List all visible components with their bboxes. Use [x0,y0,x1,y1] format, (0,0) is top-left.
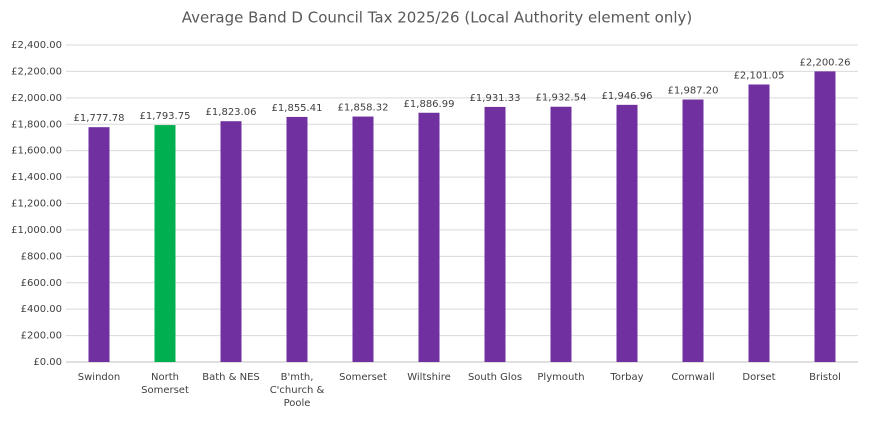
bar [286,116,308,362]
y-tick-label: £1,400.00 [11,172,62,183]
value-label: £1,932.54 [536,93,587,104]
bar [814,71,836,362]
value-label: £2,101.05 [734,70,785,81]
y-tick-label: £600.00 [21,278,62,289]
chart-title: Average Band D Council Tax 2025/26 (Loca… [182,9,692,27]
value-label: £1,777.78 [74,113,125,124]
value-label: £1,793.75 [140,111,191,122]
bar [154,125,176,362]
x-tick-label: Somerset [339,372,387,383]
bar [682,99,704,363]
x-tick-label: B'mth, C'church & Poole [269,372,325,409]
y-tick-label: £1,000.00 [11,225,62,236]
bar [352,116,374,362]
value-label: £1,855.41 [272,103,323,114]
y-tick-label: £200.00 [21,331,62,342]
bar [550,106,572,362]
x-tick-label: Torbay [610,372,644,383]
x-tick-label: North Somerset [141,372,189,396]
value-label: £2,200.26 [800,57,851,68]
y-tick-label: £2,400.00 [11,40,62,51]
bar [220,121,242,362]
y-tick-label: £2,000.00 [11,93,62,104]
value-label: £1,886.99 [404,99,455,110]
y-tick-label: £1,600.00 [11,146,62,157]
value-label: £1,858.32 [338,103,389,114]
value-label: £1,931.33 [470,93,521,104]
x-tick-label: Bristol [809,372,841,383]
value-label: £1,823.06 [206,107,257,118]
bar [616,104,638,362]
x-tick-label: South Glos [467,372,523,383]
x-tick-label: Cornwall [671,372,715,383]
bar [484,106,506,362]
x-tick-label: Dorset [742,372,776,383]
x-tick-label: Plymouth [537,372,585,383]
bar [418,112,440,362]
value-label: £1,987.20 [668,86,719,97]
value-label: £1,946.96 [602,91,653,102]
bar [748,84,770,362]
x-tick-label: Swindon [77,372,121,383]
y-tick-label: £800.00 [21,251,62,262]
y-tick-label: £1,800.00 [11,119,62,130]
y-tick-label: £400.00 [21,304,62,315]
y-tick-label: £1,200.00 [11,199,62,210]
x-tick-label: Wiltshire [407,372,451,383]
y-tick-label: £0.00 [33,357,62,368]
y-tick-label: £2,200.00 [11,66,62,77]
bar [88,127,110,362]
x-tick-label: Bath & NES [202,372,260,383]
